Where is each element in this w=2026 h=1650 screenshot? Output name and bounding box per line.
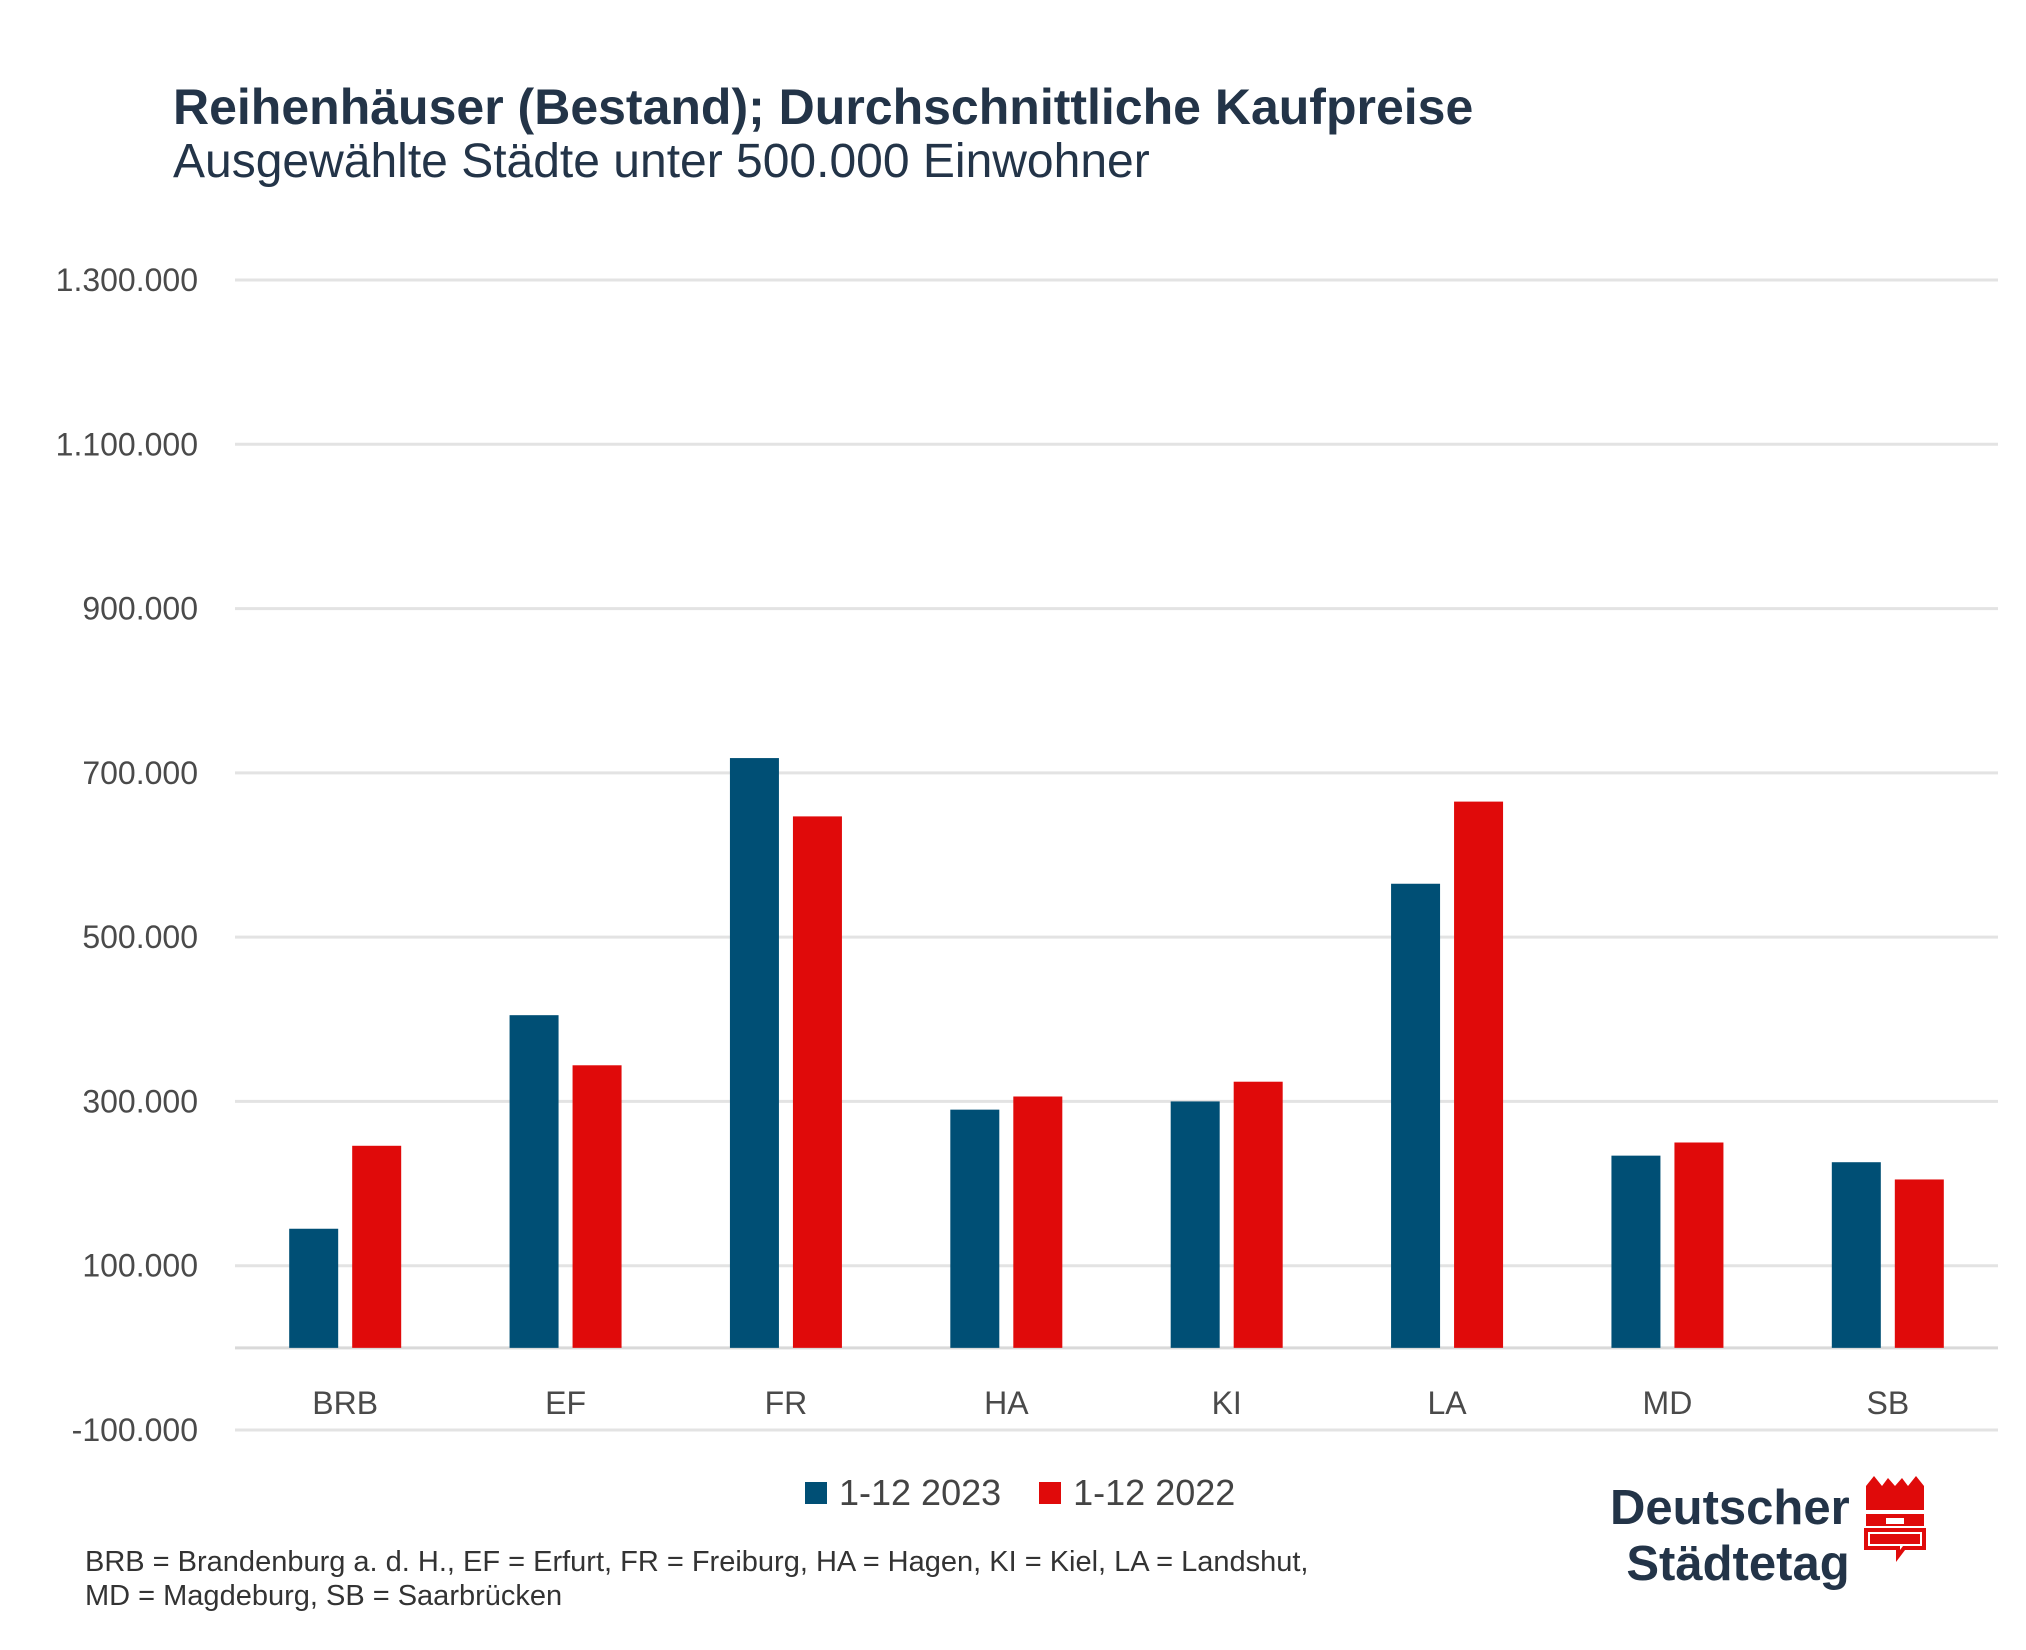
y-tick-label: 300.000: [82, 1083, 198, 1119]
y-tick-label: 100.000: [82, 1248, 198, 1284]
bar-md-2023: [1611, 1155, 1661, 1348]
bar-fr-2023: [729, 758, 779, 1348]
bar-brb-2023: [289, 1228, 339, 1348]
logo-line-1: Deutscher: [1610, 1481, 1850, 1535]
bar-la-2023: [1391, 883, 1441, 1348]
y-tick-label: 1.300.000: [56, 262, 198, 298]
bar-sb-2023: [1831, 1162, 1881, 1348]
footnote: BRB = Brandenburg a. d. H., EF = Erfurt,…: [85, 1545, 1308, 1613]
bar-la-2022: [1454, 801, 1504, 1348]
bar-ha-2022: [1013, 1096, 1063, 1348]
legend-swatch-2022: [1039, 1482, 1062, 1504]
legend-swatch-2023: [805, 1482, 827, 1504]
deutscher-staedtetag-logo: Deutscher Städtetag: [1610, 1476, 1926, 1592]
legend-label-2023: 1-12 2023: [839, 1472, 1002, 1513]
y-tick-label: 1.100.000: [56, 426, 198, 462]
x-tick-label: BRB: [312, 1385, 378, 1421]
bar-brb-2022: [352, 1145, 402, 1348]
legend: 1-12 2023 1-12 2022: [805, 1472, 1235, 1514]
bar-ki-2023: [1170, 1101, 1220, 1348]
y-tick-label: 500.000: [82, 919, 198, 955]
bars: [289, 758, 1944, 1348]
bar-ha-2023: [950, 1109, 1000, 1348]
bar-ki-2022: [1233, 1081, 1283, 1348]
chart-subtitle: Ausgewählte Städte unter 500.000 Einwohn…: [173, 135, 1150, 188]
x-tick-label: SB: [1866, 1385, 1909, 1421]
bar-fr-2022: [792, 816, 842, 1348]
footnote-line-2: MD = Magdeburg, SB = Saarbrücken: [85, 1580, 563, 1612]
y-axis-ticks: -100.000 100.000 300.000 500.000 700.000 900.…: [56, 262, 198, 1448]
x-tick-label: KI: [1212, 1385, 1242, 1421]
grid-lines: [235, 278, 1998, 1432]
x-axis-ticks: BRB EF FR HA KI LA MD SB: [312, 1385, 1909, 1421]
y-tick-label: -100.000: [72, 1412, 198, 1448]
y-tick-label: 700.000: [82, 755, 198, 791]
x-tick-label: FR: [765, 1385, 808, 1421]
logo-line-2: Städtetag: [1626, 1537, 1850, 1591]
x-tick-label: MD: [1643, 1385, 1693, 1421]
legend-item-2023: 1-12 2023: [805, 1472, 1001, 1514]
bar-ef-2023: [509, 1015, 559, 1348]
bar-ef-2022: [572, 1065, 622, 1348]
logo-wordmark: Deutscher Städtetag: [1610, 1480, 1850, 1592]
chart-title: Reihenhäuser (Bestand); Durchschnittlich…: [173, 79, 1474, 135]
legend-label-2022: 1-12 2022: [1073, 1472, 1236, 1513]
y-tick-label: 900.000: [82, 591, 198, 627]
bar-md-2022: [1674, 1142, 1724, 1348]
x-tick-label: EF: [545, 1385, 586, 1421]
bar-sb-2022: [1894, 1179, 1944, 1348]
city-crown-icon: [1863, 1476, 1926, 1562]
legend-item-2022: 1-12 2022: [1039, 1472, 1235, 1514]
x-tick-label: LA: [1427, 1385, 1467, 1421]
footnote-line-1: BRB = Brandenburg a. d. H., EF = Erfurt,…: [85, 1546, 1309, 1578]
x-tick-label: HA: [984, 1385, 1029, 1421]
